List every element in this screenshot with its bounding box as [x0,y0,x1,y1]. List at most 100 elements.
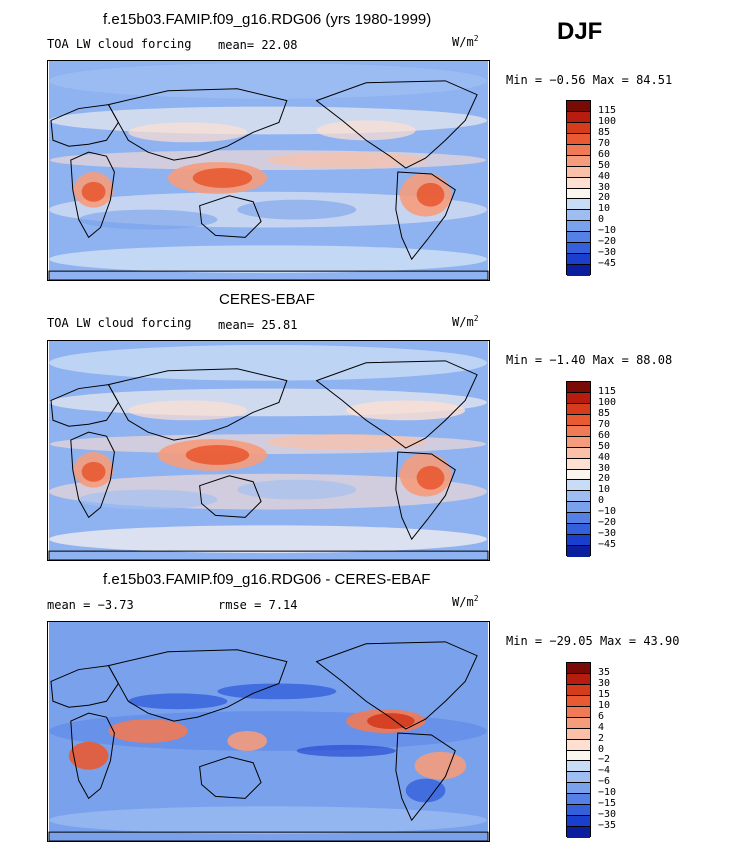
colorbar-swatch [567,133,590,145]
colorbar-tick-label: 85 [598,407,611,419]
colorbar-tick-label: 60 [598,429,611,441]
colorbar-swatch [567,101,590,112]
colorbar-tick-label: −10 [598,506,617,518]
colorbar-tick-label: 85 [598,126,611,138]
panel1-unit: W/m2 [452,34,479,49]
colorbar-tick-label: 100 [598,115,617,127]
colorbar-swatch [567,772,590,784]
field-contour [267,152,426,169]
panel3-max-value: 43.90 [643,634,680,648]
panel3-rmse-value: 7.14 [268,598,298,612]
panel2-title: CERES-EBAF [219,291,315,308]
colorbar-tick-label: 50 [598,440,611,452]
field-contour [49,106,488,135]
panel3-title: f.e15b03.FAMIP.f09_g16.RDG06 - CERES-EBA… [103,571,431,588]
colorbar-tick-label: 30 [598,677,611,689]
panel2-colorbar-labels: 115 100 85 70 60 50 40 30 20 10 0 −10 −20 −30 −45 [598,381,638,556]
season-label: DJF [557,18,603,45]
colorbar-swatch [567,728,590,740]
field-contour [414,751,467,780]
colorbar-swatch [567,111,590,123]
coastline [70,712,115,800]
colorbar-tick-label: −6 [598,776,611,788]
colorbar-swatch [567,491,590,503]
coastline [107,88,288,161]
colorbar-tick-label: 15 [598,688,611,700]
panel1-colorbar-labels: 115 100 85 70 60 50 40 30 20 10 0 −10 −20 −30 −45 [598,100,638,275]
colorbar-tick-label: −10 [598,225,617,237]
colorbar-tick-label: 40 [598,170,611,182]
colorbar-swatch [567,155,590,167]
colorbar-swatch [567,425,590,437]
field-contour [68,741,109,770]
colorbar-tick-label: 20 [598,473,611,485]
coastline [395,732,456,822]
panel1-mean-label: mean= 22.08 [218,38,298,52]
coastline [48,270,489,280]
coastline [315,641,478,730]
colorbar-tick-label: 115 [598,385,617,397]
field-contour [78,209,218,230]
colorbar-swatch [567,673,590,685]
coastline [70,151,115,239]
colorbar-swatch [567,750,590,762]
colorbar-swatch [567,254,590,266]
coastline [199,195,262,238]
colorbar-tick-label: 40 [598,451,611,463]
colorbar-swatch [567,513,590,525]
field-contour [49,62,488,99]
colorbar-swatch [567,403,590,415]
colorbar-swatch [567,502,590,514]
colorbar-swatch [567,761,590,773]
colorbar-swatch [567,663,590,674]
colorbar-swatch [567,232,590,244]
field-contour [316,120,416,141]
colorbar-tick-label: 10 [598,699,611,711]
field-contour [237,479,357,500]
field-contour [49,344,488,381]
colorbar-swatch [567,469,590,481]
field-contour [81,181,106,202]
colorbar-swatch [567,684,590,696]
colorbar-swatch [567,458,590,470]
colorbar-tick-label: 6 [598,710,605,722]
field-contour [416,465,445,490]
map-canvas [48,622,489,841]
colorbar-swatch [567,816,590,828]
panel1-minmax: Min = −0.56 Max = 84.51 [506,73,673,87]
panel2-variable-label: TOA LW cloud forcing [47,316,192,330]
colorbar-swatch [567,783,590,795]
field-contour [49,525,488,554]
colorbar-tick-label: 115 [598,104,617,116]
colorbar-swatch [567,199,590,211]
coastline [107,649,288,722]
panel3-mean-label: mean = −3.73 [47,598,134,612]
colorbar-tick-label: 50 [598,159,611,171]
panel2-minmax: Min = −1.40 Max = 88.08 [506,353,673,367]
colorbar-tick-label: 30 [598,181,611,193]
colorbar-tick-label: −45 [598,258,617,270]
colorbar-swatch [567,695,590,707]
field-contour [128,693,228,710]
colorbar-tick-label: 0 [598,214,605,226]
field-contour [49,625,488,658]
colorbar-swatch [567,706,590,718]
panel1-map [47,60,490,281]
colorbar-tick-label: 20 [598,192,611,204]
colorbar-tick-label: 35 [598,666,611,678]
colorbar-swatch [567,166,590,178]
panel3-min-value: −29.05 [549,634,593,648]
colorbar-swatch [567,122,590,134]
field-contour [237,199,357,220]
coastline [199,756,262,799]
colorbar-tick-label: −45 [598,539,617,551]
panel1-min-value: −0.56 [549,73,586,87]
colorbar-swatch [567,524,590,536]
colorbar-tick-label: −20 [598,236,617,248]
field-contour [217,683,337,700]
field-contour [296,744,396,757]
field-contour [108,719,188,743]
field-contour [367,713,415,730]
colorbar-tick-label: 60 [598,148,611,160]
colorbar-swatch [567,144,590,156]
